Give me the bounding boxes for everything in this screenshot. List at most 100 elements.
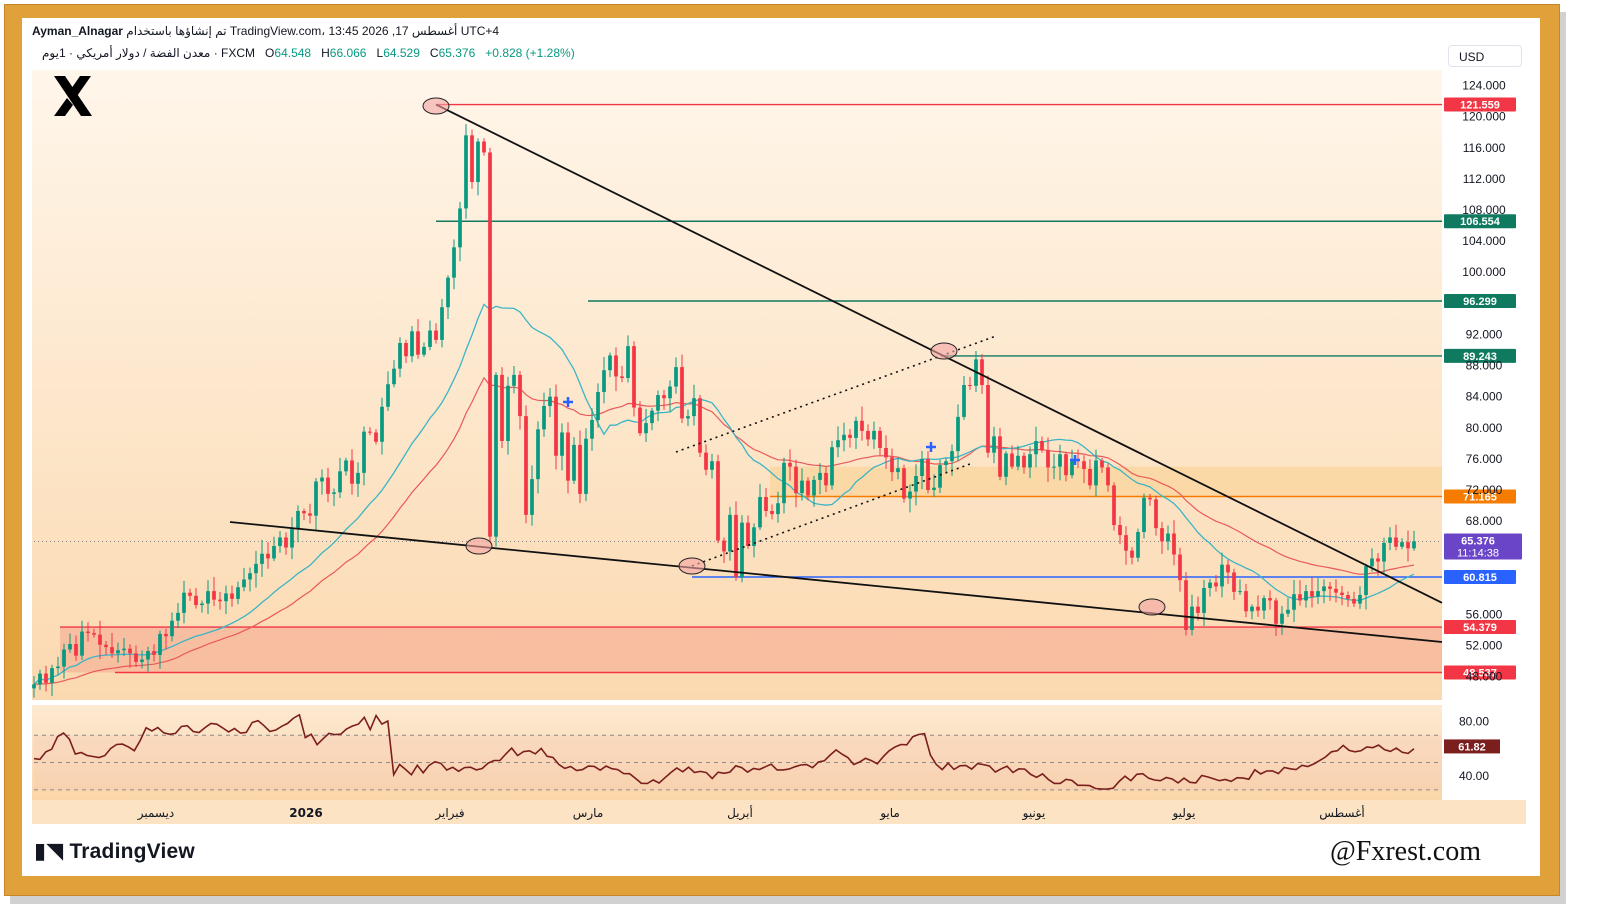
candle xyxy=(668,386,672,399)
candle xyxy=(1286,609,1290,614)
rsi-value-label: 61.82 xyxy=(1458,741,1486,753)
candle xyxy=(1166,533,1170,542)
high-label: H xyxy=(321,46,330,60)
candle xyxy=(554,396,558,456)
candle xyxy=(1112,485,1116,525)
candle xyxy=(584,438,588,494)
candle xyxy=(878,430,882,448)
candle xyxy=(692,398,696,417)
candle xyxy=(86,631,90,634)
author-name: Ayman_Alnagar xyxy=(32,24,123,38)
candle xyxy=(1004,453,1008,477)
candle xyxy=(1202,588,1206,613)
last-price-tag xyxy=(1444,533,1522,560)
close-label: C xyxy=(429,46,439,60)
candle xyxy=(1028,454,1032,468)
candle xyxy=(1388,537,1392,543)
candle xyxy=(824,472,828,486)
candle xyxy=(482,141,486,153)
candle xyxy=(302,511,306,514)
candle xyxy=(716,461,720,541)
level-label: 54.379 xyxy=(1463,622,1497,634)
candle xyxy=(638,407,642,434)
time-axis-label: ديسمبر xyxy=(137,806,175,821)
candle xyxy=(1268,598,1272,601)
candle xyxy=(458,208,462,248)
candle xyxy=(698,398,702,453)
candle xyxy=(1322,586,1326,592)
candle xyxy=(956,416,960,452)
level-tag xyxy=(1444,569,1516,584)
candle xyxy=(1370,558,1374,567)
candle xyxy=(170,620,174,637)
price-tick-label: 108.000 xyxy=(1462,203,1506,217)
candle xyxy=(818,472,822,480)
candle xyxy=(416,331,420,355)
candle xyxy=(1148,497,1152,500)
candle xyxy=(944,461,948,466)
time-axis-label: أبريل xyxy=(727,805,753,821)
time-axis-label: مارس xyxy=(573,806,604,821)
candle xyxy=(512,374,516,386)
candle xyxy=(152,651,156,655)
candle xyxy=(1292,594,1296,610)
currency-selector[interactable]: USD xyxy=(1448,45,1522,67)
candle xyxy=(1058,454,1062,467)
candle xyxy=(230,593,234,599)
candle xyxy=(806,480,810,496)
fast-moving-average-line xyxy=(33,303,1415,685)
candle xyxy=(410,331,414,357)
candle xyxy=(446,277,450,308)
candle xyxy=(380,406,384,442)
low-value: 64.529 xyxy=(383,46,420,60)
candle xyxy=(116,650,120,654)
candle xyxy=(1256,606,1260,611)
candle xyxy=(1382,542,1386,562)
candle xyxy=(968,385,972,386)
candle xyxy=(1178,554,1182,581)
candle xyxy=(50,668,54,683)
rsi-value-tag xyxy=(1444,739,1500,754)
candle xyxy=(938,465,942,488)
candle xyxy=(494,374,498,537)
price-tick-label: 124.000 xyxy=(1462,79,1506,93)
candle xyxy=(332,492,336,494)
candle xyxy=(620,376,624,378)
candle xyxy=(794,466,798,494)
open-label: O xyxy=(265,46,275,60)
price-tick-label: 80.000 xyxy=(1466,421,1503,435)
high-value: 66.066 xyxy=(329,46,367,60)
candle xyxy=(104,644,108,648)
candle xyxy=(62,649,66,667)
symbol-description[interactable]: معدن الفضة / دولار أمريكي · 1يوم · FXCM xyxy=(42,46,256,60)
candle xyxy=(1130,550,1134,558)
candle xyxy=(524,416,528,515)
candle xyxy=(1274,600,1278,624)
rsi-line xyxy=(33,713,1415,790)
candle xyxy=(188,592,192,596)
candle xyxy=(596,392,600,420)
candle xyxy=(644,423,648,434)
level-tag xyxy=(1444,294,1516,309)
candle xyxy=(902,468,906,499)
candle xyxy=(236,587,240,599)
candle xyxy=(68,644,72,650)
channel-lower-dotted xyxy=(691,463,971,567)
level-tag xyxy=(1444,348,1516,363)
candle xyxy=(464,135,468,209)
candle xyxy=(176,612,180,621)
candle xyxy=(434,330,438,340)
candle xyxy=(1364,566,1368,595)
candle xyxy=(1118,525,1122,536)
candle xyxy=(566,432,570,481)
support-zone xyxy=(60,627,1442,673)
candle xyxy=(1124,535,1128,551)
candle xyxy=(734,514,738,578)
candle xyxy=(788,462,792,467)
candle xyxy=(224,593,228,602)
candle xyxy=(536,429,540,480)
candle xyxy=(578,444,582,494)
candle xyxy=(872,430,876,440)
candle xyxy=(200,603,204,606)
